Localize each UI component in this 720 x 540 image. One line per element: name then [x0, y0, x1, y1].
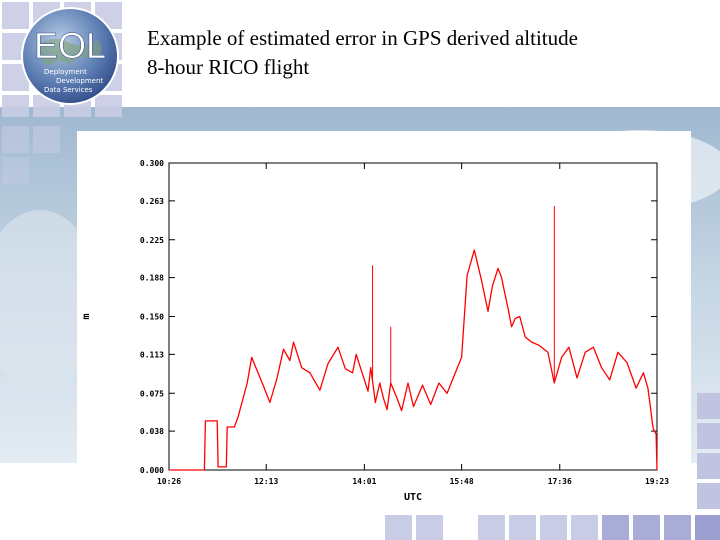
slide-subtitle: 8-hour RICO flight	[147, 55, 310, 79]
y-tick-label: 0.150	[140, 313, 164, 322]
y-axis: 0.000 0.038 0.075 0.113 0.150 0.188 0.225 0.263…	[140, 159, 657, 475]
x-tick-label: 19:23	[645, 477, 669, 486]
y-tick-label: 0.038	[140, 427, 164, 436]
y-tick-label: 0.075	[140, 389, 164, 398]
x-tick-label: 12:13	[254, 477, 278, 486]
y-axis-label: m	[81, 313, 92, 319]
x-tick-label: 15:48	[450, 477, 474, 486]
y-tick-label: 0.225	[140, 236, 164, 245]
logo-sub-development: Development	[56, 77, 103, 85]
y-tick-label: 0.000	[140, 466, 164, 475]
chart-panel: 0.000 0.038 0.075 0.113 0.150 0.188 0.225 0.263…	[77, 131, 691, 515]
logo-sub-data-services: Data Services	[44, 86, 93, 94]
decorative-squares-bottom	[385, 515, 720, 540]
decorative-squares-right	[697, 393, 720, 509]
y-tick-label: 0.188	[140, 274, 164, 283]
x-tick-label: 10:26	[157, 477, 181, 486]
x-axis-label: UTC	[404, 492, 422, 503]
logo-sub-deployment: Deployment	[44, 68, 87, 76]
y-tick-label: 0.113	[140, 350, 164, 359]
eol-logo: EOL Deployment Development Data Services	[21, 7, 119, 105]
series-line	[169, 249, 658, 471]
y-tick-label: 0.300	[140, 159, 164, 168]
x-tick-label: 14:01	[352, 477, 376, 486]
x-tick-label: 17:36	[548, 477, 572, 486]
logo-text: EOL	[34, 25, 106, 66]
cloud-shape	[0, 210, 100, 390]
series-layer	[169, 205, 658, 471]
x-axis: 10:26 12:13 14:01 15:48 17:36 19:23	[157, 163, 669, 486]
slide-title: Example of estimated error in GPS derive…	[147, 26, 578, 50]
y-tick-label: 0.263	[140, 197, 164, 206]
